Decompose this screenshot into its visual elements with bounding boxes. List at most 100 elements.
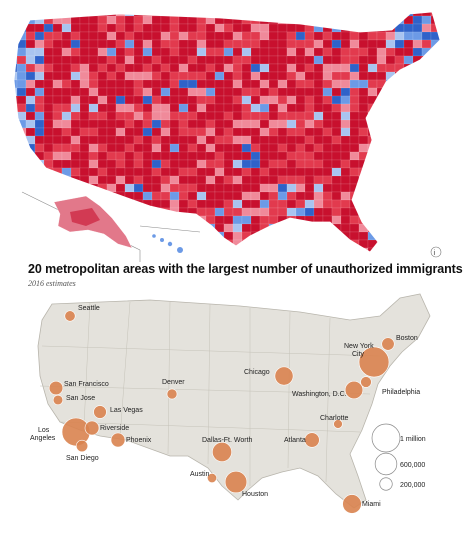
- county-cell: [106, 31, 117, 41]
- county-cell: [178, 191, 189, 201]
- county-cell: [61, 143, 72, 153]
- county-cell: [124, 23, 135, 33]
- county-cell: [97, 159, 108, 169]
- county-cell: [223, 23, 234, 33]
- county-cell: [178, 23, 189, 33]
- county-cell: [205, 175, 216, 185]
- county-cell: [277, 151, 288, 161]
- county-cell: [313, 135, 324, 145]
- county-cell: [133, 143, 144, 153]
- county-cell: [214, 63, 225, 73]
- county-cell: [304, 191, 315, 201]
- county-cell: [349, 215, 360, 225]
- county-cell: [169, 191, 180, 201]
- county-cell: [286, 159, 297, 169]
- legend-label: 200,000: [400, 482, 425, 489]
- county-cell: [340, 39, 351, 49]
- county-cell: [277, 127, 288, 137]
- county-cell: [340, 151, 351, 161]
- county-cell: [232, 87, 243, 97]
- county-cell: [277, 31, 288, 41]
- county-cell: [160, 135, 171, 145]
- county-election-map: i: [0, 0, 476, 262]
- county-cell: [304, 71, 315, 81]
- county-cell: [223, 55, 234, 65]
- county-cell: [106, 151, 117, 161]
- county-cell: [295, 111, 306, 121]
- county-cell: [133, 71, 144, 81]
- county-cell: [196, 183, 207, 193]
- county-cell: [259, 31, 270, 41]
- county-cell: [79, 71, 90, 81]
- county-cell: [70, 23, 81, 33]
- county-cell: [313, 95, 324, 105]
- county-cell: [214, 87, 225, 97]
- county-cell: [196, 55, 207, 65]
- county-cell: [97, 55, 108, 65]
- county-cell: [169, 55, 180, 65]
- county-cell: [286, 31, 297, 41]
- county-cell: [322, 199, 333, 209]
- county-cell: [286, 183, 297, 193]
- county-cell: [313, 55, 324, 65]
- county-cell: [277, 95, 288, 105]
- county-cell: [133, 127, 144, 137]
- county-cell: [178, 111, 189, 121]
- county-cell: [70, 47, 81, 57]
- county-cell: [259, 103, 270, 113]
- county-cell: [187, 127, 198, 137]
- legend-label: 600,000: [400, 462, 425, 469]
- county-cell: [241, 47, 252, 57]
- county-cell: [124, 31, 135, 41]
- county-cell: [259, 167, 270, 177]
- county-cell: [169, 127, 180, 137]
- county-cell: [178, 175, 189, 185]
- county-cell: [160, 63, 171, 73]
- county-cell: [214, 79, 225, 89]
- county-cell: [358, 143, 369, 153]
- county-cell: [241, 135, 252, 145]
- county-cell: [340, 103, 351, 113]
- county-cell: [169, 111, 180, 121]
- county-cell: [241, 55, 252, 65]
- county-cell: [322, 127, 333, 137]
- county-cell: [214, 175, 225, 185]
- county-cell: [160, 127, 171, 137]
- county-cell: [250, 143, 261, 153]
- county-cell: [322, 103, 333, 113]
- county-cell: [52, 103, 63, 113]
- county-cell: [250, 95, 261, 105]
- county-cell: [322, 79, 333, 89]
- info-icon[interactable]: i: [430, 246, 442, 258]
- county-cell: [160, 87, 171, 97]
- county-cell: [232, 231, 243, 241]
- metro-bubble: [333, 419, 343, 429]
- county-cell: [97, 71, 108, 81]
- county-cell: [349, 119, 360, 129]
- county-cell: [43, 87, 54, 97]
- county-cell: [322, 95, 333, 105]
- county-cell: [331, 39, 342, 49]
- county-cell: [223, 111, 234, 121]
- county-cell: [169, 135, 180, 145]
- county-cell: [79, 127, 90, 137]
- county-cell: [259, 135, 270, 145]
- city-label: San Jose: [66, 395, 95, 402]
- county-cell: [286, 87, 297, 97]
- county-cell: [286, 63, 297, 73]
- county-cell: [241, 215, 252, 225]
- county-cell: [295, 87, 306, 97]
- county-cell: [223, 207, 234, 217]
- county-cell: [223, 135, 234, 145]
- county-cell: [97, 95, 108, 105]
- county-cell: [241, 111, 252, 121]
- county-cell: [133, 103, 144, 113]
- county-cell: [250, 151, 261, 161]
- county-cell: [151, 151, 162, 161]
- county-cell: [115, 71, 126, 81]
- county-cell: [286, 207, 297, 217]
- county-cell: [304, 47, 315, 57]
- county-cell: [223, 143, 234, 153]
- county-cell: [34, 127, 45, 137]
- county-cell: [349, 39, 360, 49]
